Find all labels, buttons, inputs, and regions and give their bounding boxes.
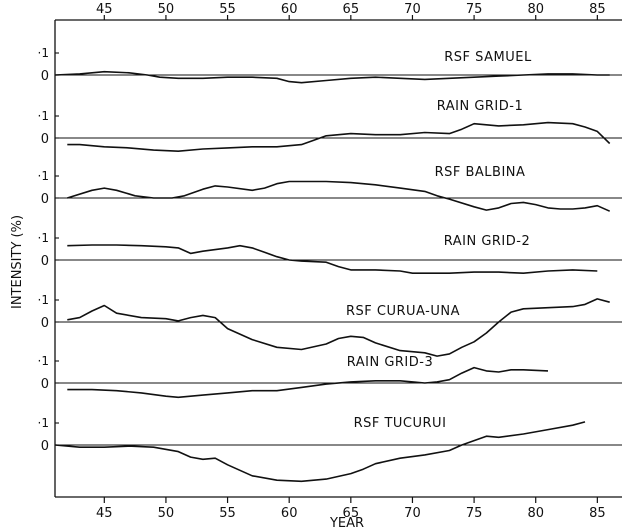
x-tick-label-bottom: 55	[219, 506, 236, 521]
series-label: RSF BALBINA	[435, 165, 526, 180]
y-tick-label-0: 0	[41, 132, 49, 147]
y-tick-label-0.1: ·1	[38, 293, 49, 307]
x-tick-label-top: 45	[96, 2, 113, 17]
x-tick-label-bottom: 65	[343, 506, 360, 521]
x-tick-label-top: 60	[281, 2, 298, 17]
x-tick-label-bottom: 70	[404, 506, 421, 521]
series-line	[67, 366, 549, 399]
panel-4: ·1 0 RAIN GRID-2	[38, 231, 622, 274]
y-tick-label-0.1: ·1	[38, 46, 49, 60]
x-tick-label-bottom: 45	[96, 506, 113, 521]
x-tick-label-bottom: 50	[158, 506, 175, 521]
panel-7: ·1 0 RSF TUCURUI	[38, 416, 622, 483]
y-axis-label: INTENSITY (%)	[10, 215, 25, 309]
series-label: RSF SAMUEL	[444, 50, 532, 65]
panel-5: ·1 0 RSF CURUA-UNA	[38, 293, 622, 357]
y-tick-label-0: 0	[41, 316, 49, 331]
x-axis-label: YEAR	[329, 516, 364, 529]
x-tick-label-bottom: 80	[527, 506, 544, 521]
series-panels: ·1 0 RSF SAMUEL ·1 0 RAIN GRID-1 ·1 0 RSF BALBIN…	[38, 46, 622, 483]
series-line	[67, 244, 598, 274]
series-label: RSF CURUA-UNA	[346, 304, 460, 319]
y-tick-label-0: 0	[41, 439, 49, 454]
series-line	[67, 180, 611, 212]
x-tick-label-bottom: 85	[589, 506, 606, 521]
y-tick-label-0: 0	[41, 69, 49, 84]
x-tick-label-top: 50	[158, 2, 175, 17]
x-tick-label-top: 70	[404, 2, 421, 17]
panel-6: ·1 0 RAIN GRID-3	[38, 354, 622, 399]
x-tick-label-top: 80	[527, 2, 544, 17]
series-line	[54, 421, 586, 483]
y-tick-label-0.1: ·1	[38, 354, 49, 368]
series-label: RSF TUCURUI	[354, 416, 447, 431]
x-tick-label-top: 75	[466, 2, 483, 17]
x-tick-label-bottom: 75	[466, 506, 483, 521]
x-tick-label-top: 65	[343, 2, 360, 17]
series-label: RAIN GRID-1	[437, 99, 524, 114]
plot-frame	[54, 19, 622, 498]
series-label: RAIN GRID-2	[444, 234, 531, 249]
series-label: RAIN GRID-3	[347, 355, 434, 370]
panel-2: ·1 0 RAIN GRID-1	[38, 99, 622, 152]
y-tick-label-0: 0	[41, 377, 49, 392]
panel-1: ·1 0 RSF SAMUEL	[38, 46, 622, 84]
series-line	[67, 121, 611, 152]
y-tick-label-0.1: ·1	[38, 416, 49, 430]
y-tick-label-0: 0	[41, 254, 49, 269]
x-axis-ticks: 45 45 50 50 55 55 60 60 65 65 70 70 75 75 80 80 85 85	[96, 2, 606, 521]
x-tick-label-bottom: 60	[281, 506, 298, 521]
series-line	[54, 70, 610, 84]
y-tick-label-0.1: ·1	[38, 169, 49, 183]
x-tick-label-top: 85	[589, 2, 606, 17]
x-tick-label-top: 55	[219, 2, 236, 17]
y-tick-label-0.1: ·1	[38, 109, 49, 123]
y-tick-label-0: 0	[41, 192, 49, 207]
y-tick-label-0.1: ·1	[38, 231, 49, 245]
panel-3: ·1 0 RSF BALBINA	[38, 165, 622, 212]
series-line	[67, 298, 610, 357]
